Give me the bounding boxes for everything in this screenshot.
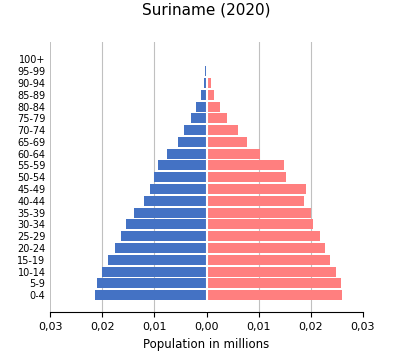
Bar	[126, 219, 206, 230]
Bar	[97, 278, 206, 288]
Bar	[115, 243, 206, 253]
Bar	[206, 125, 238, 135]
Bar	[184, 125, 206, 135]
Bar	[206, 90, 214, 100]
Bar	[206, 207, 311, 218]
Bar	[206, 149, 260, 159]
Bar	[206, 78, 211, 88]
Title: Suriname (2020): Suriname (2020)	[142, 2, 271, 17]
Bar	[206, 231, 320, 241]
Bar	[206, 219, 313, 230]
Bar	[134, 207, 206, 218]
Bar	[108, 255, 206, 265]
Bar	[206, 172, 286, 182]
Bar	[150, 184, 206, 194]
Bar	[206, 255, 330, 265]
Bar	[204, 78, 206, 88]
Bar	[154, 172, 206, 182]
Bar	[196, 101, 206, 112]
Bar	[158, 160, 206, 171]
Bar	[206, 101, 220, 112]
Bar	[206, 113, 227, 123]
Bar	[206, 243, 325, 253]
Bar	[206, 137, 247, 147]
Bar	[202, 90, 206, 100]
Bar	[206, 54, 208, 65]
Bar	[95, 290, 206, 300]
Bar	[168, 149, 206, 159]
Bar	[206, 290, 342, 300]
Bar	[120, 231, 206, 241]
Bar	[206, 196, 304, 206]
Bar	[191, 113, 206, 123]
Bar	[206, 66, 208, 76]
X-axis label: Population in millions: Population in millions	[143, 338, 270, 351]
Bar	[144, 196, 206, 206]
Bar	[206, 184, 306, 194]
Bar	[178, 137, 206, 147]
Bar	[206, 278, 341, 288]
Bar	[102, 266, 206, 277]
Bar	[206, 160, 284, 171]
Bar	[206, 266, 336, 277]
